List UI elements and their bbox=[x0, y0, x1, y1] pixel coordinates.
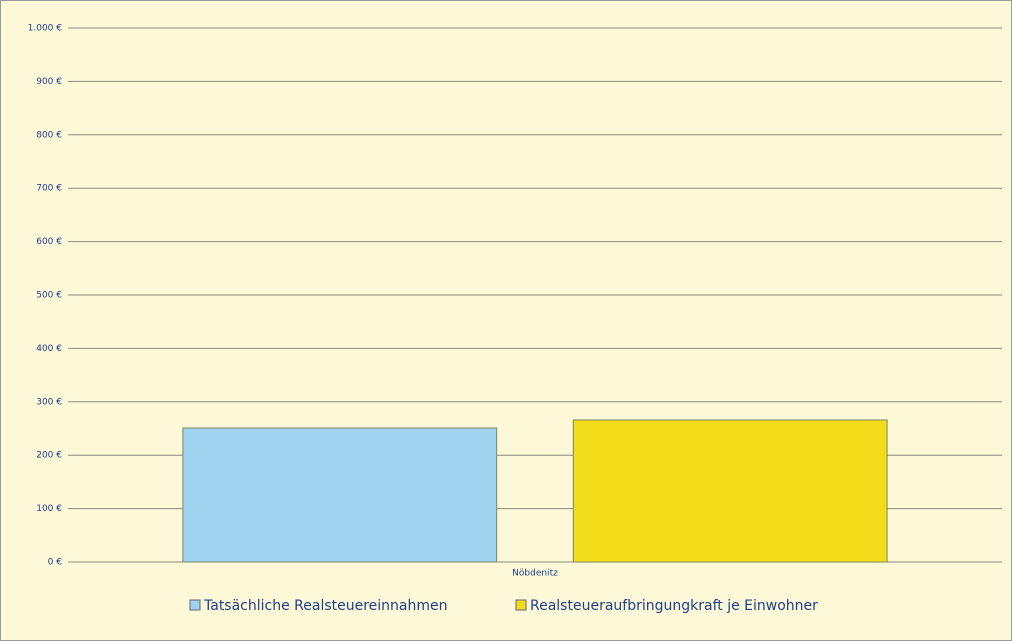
y-tick-label: 800 € bbox=[36, 130, 62, 140]
y-tick-label: 300 € bbox=[36, 397, 62, 407]
x-tick-label: Nöbdenitz bbox=[512, 569, 558, 579]
legend-swatch bbox=[515, 599, 527, 611]
legend-swatch bbox=[189, 599, 201, 611]
y-tick-label: 900 € bbox=[36, 77, 62, 87]
y-tick-label: 100 € bbox=[36, 504, 62, 514]
legend-label: Realsteueraufbringungkraft je Einwohner bbox=[530, 598, 818, 614]
y-tick-label: 0 € bbox=[48, 558, 63, 568]
y-tick-label: 600 € bbox=[36, 237, 62, 247]
y-tick-label: 1.000 € bbox=[28, 24, 63, 34]
y-tick-label: 200 € bbox=[36, 451, 62, 461]
bar bbox=[572, 419, 888, 563]
legend-label: Tatsächliche Realsteuereinnahmen bbox=[203, 598, 448, 614]
y-tick-label: 700 € bbox=[36, 184, 62, 194]
y-tick-label: 400 € bbox=[36, 344, 62, 354]
y-tick-label: 500 € bbox=[36, 291, 62, 301]
bar bbox=[182, 427, 498, 563]
